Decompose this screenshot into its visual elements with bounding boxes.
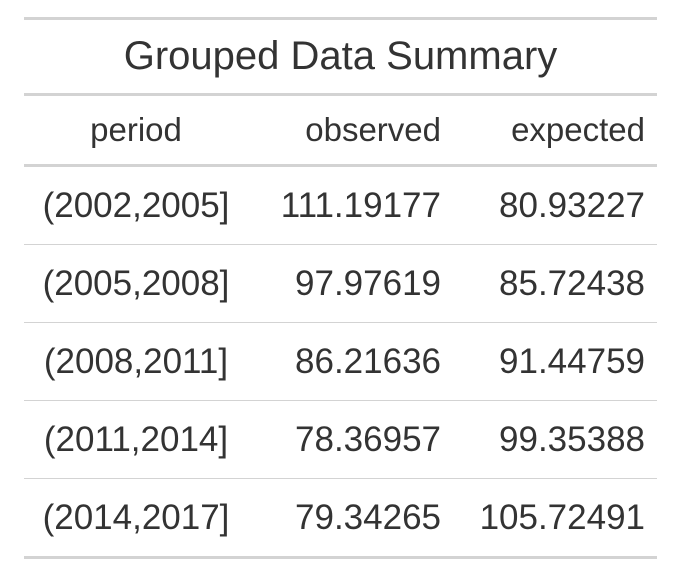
table-title-row: Grouped Data Summary	[24, 20, 658, 96]
summary-table: Grouped Data Summary period observed exp…	[24, 20, 658, 559]
summary-table-container: Grouped Data Summary period observed exp…	[24, 17, 658, 559]
cell-expected: 105.72491	[453, 478, 658, 559]
column-header-period: period	[24, 94, 248, 167]
cell-observed: 86.21636	[248, 322, 453, 401]
table-top-rule	[24, 17, 657, 20]
cell-expected: 99.35388	[453, 400, 658, 479]
cell-observed: 79.34265	[248, 478, 453, 559]
cell-expected: 91.44759	[453, 322, 658, 401]
table-row: (2011,2014] 78.36957 99.35388	[24, 400, 658, 479]
column-header-expected: expected	[453, 94, 658, 167]
cell-expected: 80.93227	[453, 165, 658, 245]
cell-observed: 111.19177	[248, 165, 453, 245]
column-header-observed: observed	[248, 94, 453, 167]
table-title: Grouped Data Summary	[24, 20, 658, 96]
cell-period: (2011,2014]	[24, 400, 248, 479]
cell-period: (2008,2011]	[24, 322, 248, 401]
table-row: (2008,2011] 86.21636 91.44759	[24, 322, 658, 401]
cell-observed: 97.97619	[248, 244, 453, 323]
table-header-row: period observed expected	[24, 94, 658, 167]
cell-period: (2005,2008]	[24, 244, 248, 323]
cell-expected: 85.72438	[453, 244, 658, 323]
cell-period: (2014,2017]	[24, 478, 248, 559]
table-row: (2005,2008] 97.97619 85.72438	[24, 244, 658, 323]
cell-period: (2002,2005]	[24, 165, 248, 245]
table-row: (2002,2005] 111.19177 80.93227	[24, 165, 658, 245]
table-row: (2014,2017] 79.34265 105.72491	[24, 478, 658, 559]
cell-observed: 78.36957	[248, 400, 453, 479]
